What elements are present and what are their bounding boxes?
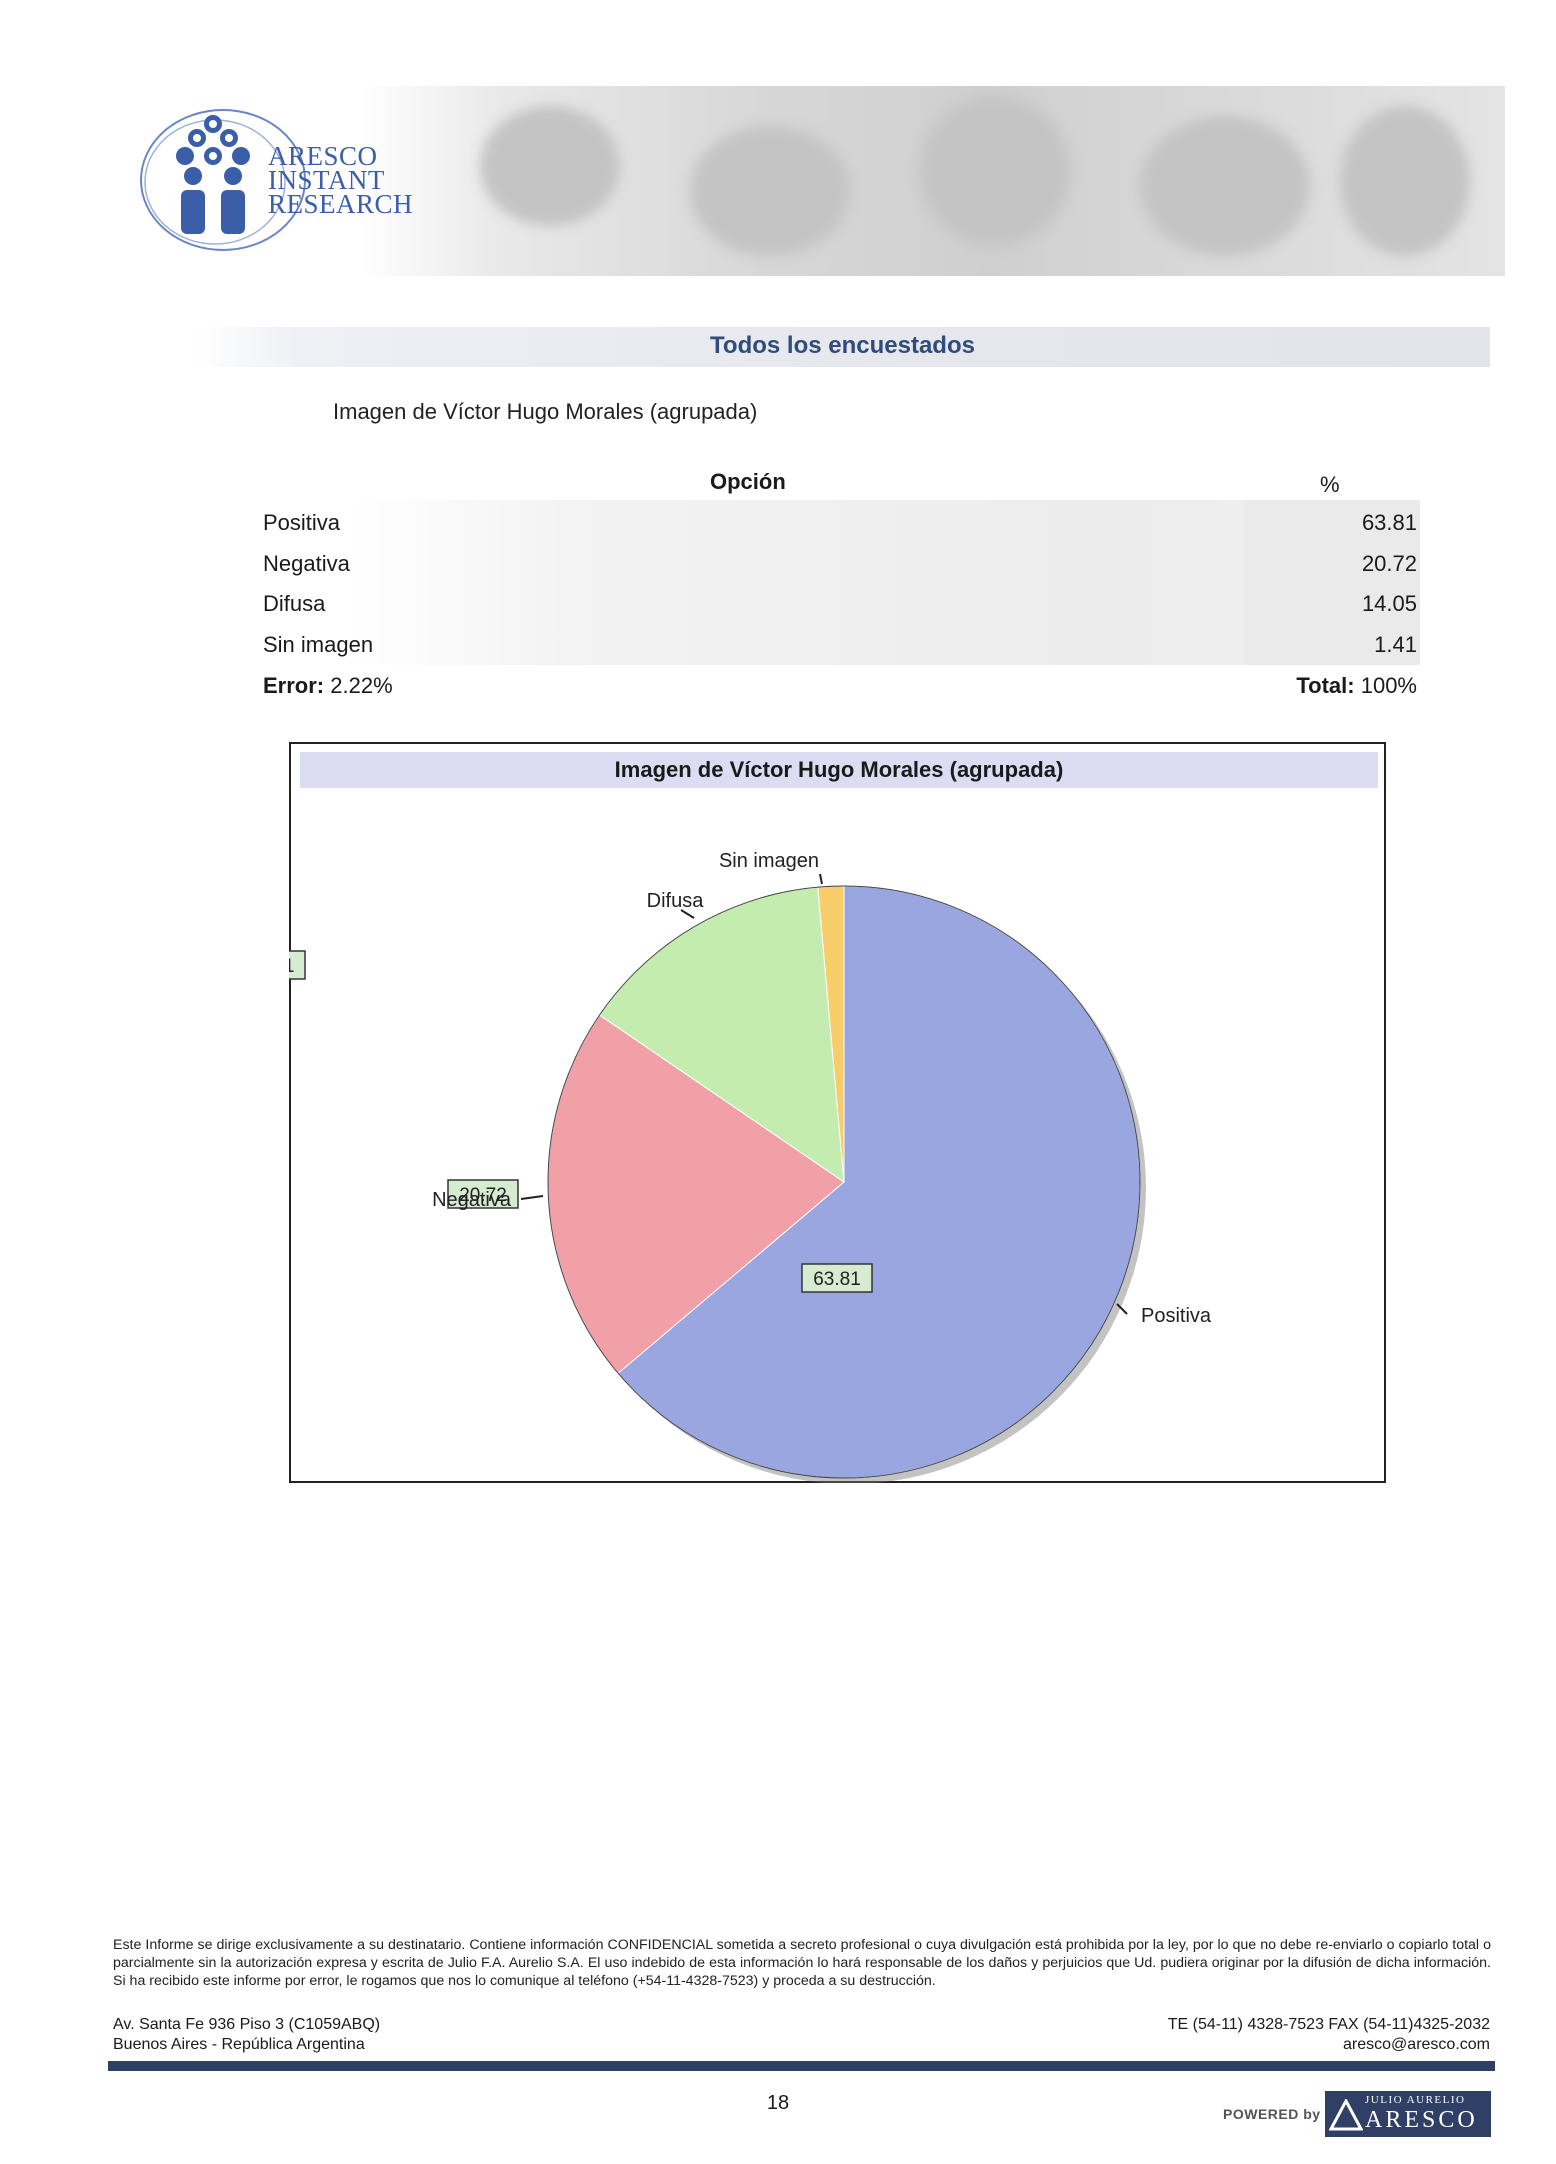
table-row-label: Positiva: [263, 510, 341, 535]
logo-line-3: RESEARCH: [268, 189, 414, 219]
pie-category-label: Sin imagen: [719, 850, 819, 872]
header-banner-image: [360, 86, 1505, 276]
brand-top-text: JULIO AURELIO: [1365, 2094, 1466, 2106]
address-line-1: Av. Santa Fe 936 Piso 3 (C1059ABQ): [113, 2016, 381, 2033]
pie-value-label: 1.41: [289, 950, 306, 980]
chart-frame: [289, 742, 1386, 1483]
pie-leader-line: [819, 873, 823, 885]
table-row-label: Negativa: [263, 551, 350, 576]
contact-email: aresco@aresco.com: [1343, 2036, 1490, 2053]
pie-chart: 63.8120.7214.051.41PositivaNegativaDifus…: [289, 850, 1212, 1483]
brand-main-text: ARESCO: [1365, 2107, 1478, 2133]
table-background: [350, 500, 1420, 665]
pie-category-label: Difusa: [647, 890, 705, 912]
triangle-logo-icon: [1329, 2099, 1363, 2131]
logo-line-2: INSTANT: [268, 165, 385, 195]
confidentiality-disclaimer: Este Informe se dirige exclusivamente a …: [113, 1937, 1491, 1989]
chart-title: Imagen de Víctor Hugo Morales (agrupada): [614, 757, 1064, 782]
table-row-label: Difusa: [263, 591, 326, 616]
svg-text:1.41: 1.41: [289, 956, 294, 977]
svg-text:63.81: 63.81: [813, 1269, 861, 1290]
total-value: 100%: [1360, 673, 1417, 698]
table-value-column-background: [1245, 500, 1420, 665]
pie-leader-line: [680, 909, 695, 919]
pie-category-label: Positiva: [1141, 1305, 1212, 1327]
pie-value-label: 63.81: [801, 1263, 873, 1293]
svg-text:20.72: 20.72: [459, 1185, 507, 1206]
section-heading-bar: [195, 327, 1490, 367]
pie-leader-line: [1116, 1303, 1128, 1315]
error-margin: Error: 2.22%: [263, 673, 393, 699]
total: Total: 100%: [1150, 673, 1417, 699]
pie-outline: [547, 885, 1141, 1479]
error-value: 2.22%: [330, 673, 393, 698]
pie-leader-line: [520, 1195, 544, 1200]
table-header-percent: %: [1320, 472, 1340, 497]
section-title: Todos los encuestados: [710, 332, 975, 359]
footer-rule: [108, 2061, 1495, 2071]
table-row-label: Sin imagen: [263, 632, 374, 657]
pie-value-label: 20.72: [447, 1179, 519, 1209]
logo-wordmark: ARESCO INSTANT RESEARCH: [268, 141, 414, 219]
pie-category-label: Negativa: [432, 1189, 512, 1211]
table-header-option: Opción: [710, 469, 786, 494]
table-row-value: 1.41: [1374, 632, 1417, 657]
table-row-value: 14.05: [1361, 591, 1417, 616]
chart-title-bar: [300, 752, 1378, 788]
powered-by-label: POWERED by: [1223, 2106, 1321, 2122]
page-number: 18: [766, 2092, 790, 2114]
address-line-2: Buenos Aires - República Argentina: [113, 2036, 365, 2053]
table-row-value: 20.72: [1361, 551, 1417, 576]
question-text: Imagen de Víctor Hugo Morales (agrupada): [333, 399, 758, 424]
contact-phone-fax: TE (54-11) 4328-7523 FAX (54-11)4325-203…: [1167, 2016, 1490, 2033]
logo-line-1: ARESCO: [268, 141, 378, 171]
error-label: Error:: [263, 673, 325, 698]
total-label: Total:: [1296, 673, 1355, 698]
julio-aurelio-aresco-logo: JULIO AURELIO ARESCO: [1325, 2091, 1491, 2137]
aresco-logo-icon: [140, 109, 306, 251]
table-row-value: 63.81: [1361, 510, 1417, 535]
